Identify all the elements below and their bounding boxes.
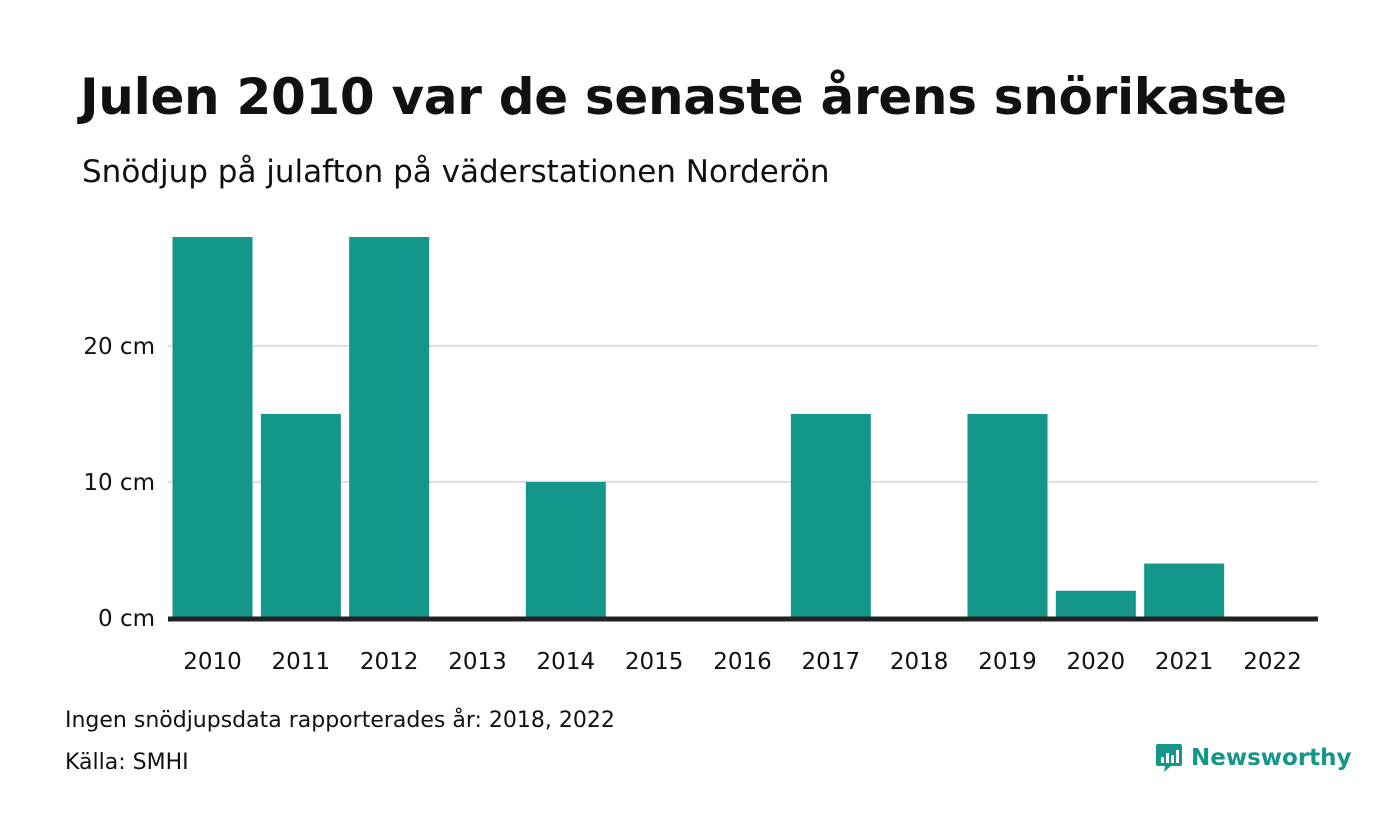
bars xyxy=(172,237,1225,618)
x-axis-ticks: 2010 2011 2012 2013 2014 2015 2016 2017 2018 2019… xyxy=(183,649,1302,675)
bar-2021 xyxy=(1144,563,1225,618)
bar-2011 xyxy=(260,413,341,618)
x-tick-label: 2016 xyxy=(713,649,772,675)
newsworthy-logo-icon xyxy=(1156,744,1182,772)
chart-subtitle: Snödjup på julafton på väderstationen No… xyxy=(82,154,830,190)
bar-2014 xyxy=(525,481,606,618)
x-tick-label: 2013 xyxy=(448,649,507,675)
x-tick-label: 2012 xyxy=(360,649,419,675)
x-tick-label: 2019 xyxy=(978,649,1037,675)
x-tick-label: 2011 xyxy=(272,649,331,675)
bar-2017 xyxy=(790,413,871,618)
x-tick-label: 2015 xyxy=(625,649,684,675)
x-tick-label: 2020 xyxy=(1067,649,1126,675)
bar-2010 xyxy=(172,237,253,618)
bar-2020 xyxy=(1055,590,1136,618)
y-tick-label: 0 cm xyxy=(98,606,155,632)
x-tick-label: 2022 xyxy=(1243,649,1302,675)
y-tick-label: 10 cm xyxy=(83,470,155,496)
brand-name: Newsworthy xyxy=(1191,745,1352,771)
x-tick-label: 2018 xyxy=(890,649,949,675)
bar-2012 xyxy=(349,237,430,618)
missing-data-note: Ingen snödjupsdata rapporterades år: 201… xyxy=(65,708,615,733)
source-note: Källa: SMHI xyxy=(65,750,189,775)
x-tick-label: 2021 xyxy=(1155,649,1214,675)
y-tick-label: 20 cm xyxy=(83,334,155,360)
bar-2019 xyxy=(967,413,1048,618)
chart-title: Julen 2010 var de senaste årens snörikas… xyxy=(80,68,1287,126)
x-tick-label: 2014 xyxy=(537,649,596,675)
x-tick-label: 2010 xyxy=(183,649,242,675)
y-axis-ticks: 0 cm 10 cm 20 cm xyxy=(83,334,155,632)
brand-logo: Newsworthy xyxy=(1155,742,1352,774)
x-tick-label: 2017 xyxy=(802,649,861,675)
